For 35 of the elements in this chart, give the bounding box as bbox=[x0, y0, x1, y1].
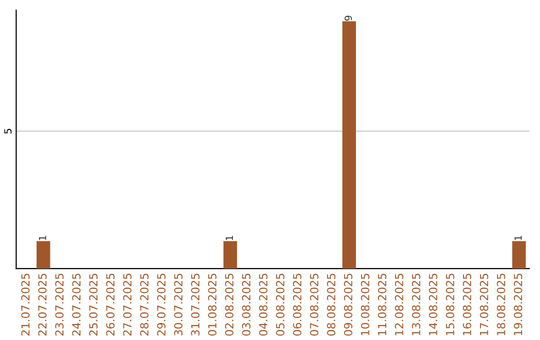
x-tick-label: 14.08.2025 bbox=[428, 274, 438, 336]
x-tick-label: 15.08.2025 bbox=[446, 274, 454, 336]
data-label: 1 bbox=[38, 236, 46, 240]
x-tick-label: 05.08.2025 bbox=[276, 274, 284, 336]
x-tick-label: 01.08.2025 bbox=[208, 274, 216, 336]
x-tick-label: 07.08.2025 bbox=[310, 274, 318, 336]
x-tick-label: 27.07.2025 bbox=[123, 274, 132, 336]
x-tick-label: 29.07.2025 bbox=[157, 274, 166, 336]
x-tick-label: 06.08.2025 bbox=[293, 274, 302, 336]
data-label: 9 bbox=[344, 16, 352, 21]
x-tick-label: 04.08.2025 bbox=[259, 274, 268, 336]
x-tick-label: 09.08.2025 bbox=[344, 274, 352, 336]
x-tick-label: 16.08.2025 bbox=[462, 274, 472, 336]
x-tick-label: 30.07.2025 bbox=[174, 274, 182, 336]
x-tick-label: 22.07.2025 bbox=[38, 274, 47, 336]
x-tick-label: 10.08.2025 bbox=[360, 274, 370, 336]
x-tick-label: 18.08.2025 bbox=[496, 274, 506, 336]
x-tick-label: 03.08.2025 bbox=[242, 274, 250, 336]
x-tick-label: 02.08.2025 bbox=[225, 274, 234, 336]
x-tick-label: 31.07.2025 bbox=[191, 274, 200, 336]
data-label: 1 bbox=[514, 236, 522, 240]
x-tick-label: 17.08.2025 bbox=[480, 274, 488, 336]
x-tick-label: 28.07.2025 bbox=[140, 274, 149, 336]
x-tick-label: 24.07.2025 bbox=[72, 274, 81, 336]
x-tick-label: 12.08.2025 bbox=[394, 274, 404, 336]
y-tick-label: 5 bbox=[4, 128, 12, 134]
x-tick-label: 23.07.2025 bbox=[55, 274, 64, 336]
x-tick-label: 26.07.2025 bbox=[106, 274, 115, 336]
x-tick-label: 08.08.2025 bbox=[326, 274, 336, 336]
x-tick-label: 11.08.2025 bbox=[378, 274, 386, 336]
x-tick-label: 19.08.2025 bbox=[514, 274, 522, 336]
data-label: 1 bbox=[226, 236, 233, 240]
x-tick-label: 25.07.2025 bbox=[89, 274, 98, 336]
x-tick-label: 21.07.2025 bbox=[21, 274, 30, 336]
x-tick-label: 13.08.2025 bbox=[412, 274, 420, 336]
